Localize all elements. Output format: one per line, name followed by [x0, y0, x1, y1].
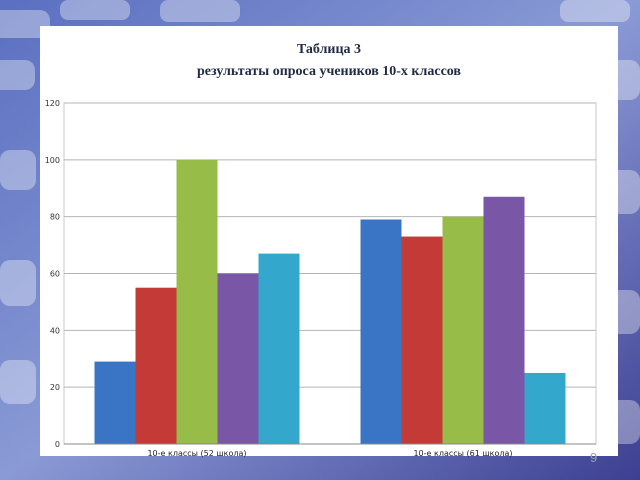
x-category-label: 10-е классы (52 школа)	[147, 449, 246, 458]
bar	[176, 159, 218, 445]
slide-title: Таблица 3	[296, 42, 362, 57]
bar	[360, 219, 402, 444]
bar	[401, 236, 443, 444]
bar	[217, 273, 259, 444]
bar	[524, 372, 566, 444]
bar	[135, 287, 177, 444]
y-tick-label: 80	[50, 213, 60, 222]
y-tick-label: 20	[50, 383, 60, 392]
y-tick-label: 40	[50, 326, 60, 335]
bar	[483, 196, 525, 444]
y-tick-label: 120	[45, 99, 60, 108]
bar	[442, 216, 484, 444]
y-tick-label: 100	[45, 156, 60, 165]
x-category-label: 10-е классы (61 школа)	[413, 449, 512, 458]
y-tick-label: 0	[55, 440, 60, 449]
bar	[94, 361, 136, 444]
bar	[258, 253, 300, 444]
slide-subtitle: результаты опроса учеников 10-х классов	[197, 64, 461, 79]
y-tick-label: 60	[50, 270, 60, 279]
page-number: 9	[590, 450, 598, 465]
